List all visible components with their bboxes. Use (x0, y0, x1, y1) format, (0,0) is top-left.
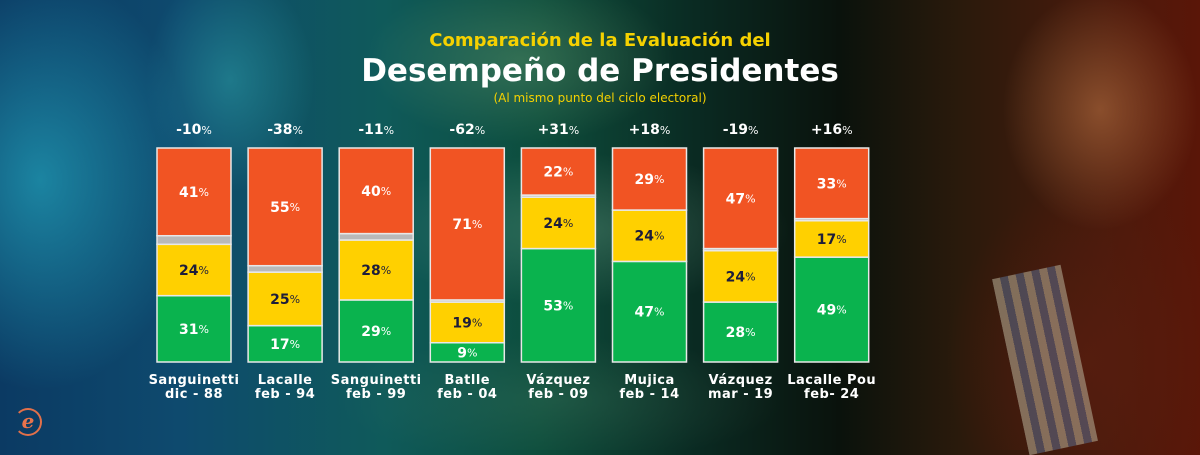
segment-label-approve: 47% (635, 305, 665, 321)
segment-label-disapprove: 29% (635, 172, 665, 188)
segment-label-neutral: 28% (361, 263, 391, 279)
net-difference-label: -62% (449, 122, 485, 138)
bar-segment-approve (247, 324, 323, 363)
segment-label-approve: 49% (817, 303, 847, 319)
bar-segment-no-answer (338, 232, 414, 241)
segment-label-approve: 17% (270, 337, 300, 353)
bar-segment-neutral (520, 196, 597, 250)
net-difference-label: +16% (811, 122, 853, 138)
bar-segment-neutral (611, 209, 688, 263)
bar-segment-disapprove (520, 147, 597, 196)
category-label-date: feb - 09 (528, 387, 588, 402)
segment-label-neutral: 19% (452, 315, 482, 331)
category-label-name: Lacalle Pou (787, 373, 876, 388)
category-label-date: feb - 99 (346, 387, 406, 402)
segment-label-disapprove: 40% (361, 184, 391, 200)
category-label-date: dic - 88 (165, 387, 223, 402)
bar-segment-no-answer (156, 234, 232, 246)
bar-segment-neutral (793, 220, 870, 258)
bar-segment-approve (520, 247, 597, 363)
segment-label-approve: 28% (726, 325, 756, 341)
category-label-date: mar - 19 (708, 387, 773, 402)
segment-label-approve: 53% (543, 298, 573, 314)
bar-segment-approve (793, 256, 870, 363)
net-difference-label: -10% (176, 122, 212, 138)
chart-title: Desempeño de Presidentes (361, 53, 839, 89)
bar-segment-disapprove (338, 147, 414, 235)
segment-label-neutral: 24% (543, 216, 573, 232)
chart-title-line1: Comparación de la Evaluación del (429, 30, 771, 51)
bar-segment-neutral (156, 243, 232, 297)
brand-e-logo-icon: e (14, 408, 42, 436)
category-label-date: feb- 24 (804, 387, 859, 402)
category-label-name: Vázquez (709, 373, 773, 388)
net-difference-label: -38% (267, 122, 303, 138)
bar-segment-neutral (702, 249, 779, 303)
category-label-name: Sanguinetti (331, 373, 422, 388)
bar-segment-disapprove (702, 147, 779, 250)
category-label-date: feb - 94 (255, 387, 315, 402)
category-label-name: Mujica (624, 373, 675, 388)
segment-label-disapprove: 22% (543, 165, 573, 181)
category-label-date: feb - 14 (619, 387, 679, 402)
net-difference-label: -11% (358, 122, 394, 138)
segment-label-neutral: 24% (179, 263, 209, 279)
segment-label-approve: 31% (179, 322, 209, 338)
category-label-name: Lacalle (258, 373, 313, 388)
net-difference-label: +18% (629, 122, 671, 138)
segment-label-disapprove: 47% (726, 191, 756, 207)
category-label-name: Sanguinetti (149, 373, 240, 388)
segment-label-disapprove: 33% (817, 176, 847, 192)
segment-label-neutral: 25% (270, 292, 300, 308)
segment-label-disapprove: 41% (179, 185, 209, 201)
net-difference-label: +31% (538, 122, 580, 138)
category-label-date: feb - 04 (437, 387, 497, 402)
chart-header: Comparación de la Evaluación del Desempe… (0, 30, 1200, 106)
category-label-name: Batlle (444, 373, 490, 388)
category-label-name: Vázquez (526, 373, 590, 388)
net-difference-label: -19% (723, 122, 759, 138)
bar-segment-disapprove (247, 147, 323, 267)
bar-segment-no-answer (247, 264, 323, 273)
bar-segment-disapprove (429, 147, 506, 301)
bar-segment-approve (156, 294, 232, 363)
bar-segment-approve (611, 260, 688, 363)
bar-segment-disapprove (611, 147, 688, 211)
segment-label-neutral: 24% (635, 229, 665, 245)
segment-label-disapprove: 55% (270, 200, 300, 216)
segment-label-neutral: 24% (726, 269, 756, 285)
segment-label-approve: 29% (361, 324, 391, 340)
chart-subtitle: (Al mismo punto del ciclo electoral) (493, 91, 707, 105)
segment-label-neutral: 17% (817, 232, 847, 248)
bar-segment-approve (702, 301, 779, 363)
bar-segment-disapprove (156, 147, 232, 237)
bar-segment-disapprove (793, 147, 870, 220)
segment-label-disapprove: 71% (452, 217, 482, 233)
segment-label-approve: 9% (457, 345, 477, 361)
